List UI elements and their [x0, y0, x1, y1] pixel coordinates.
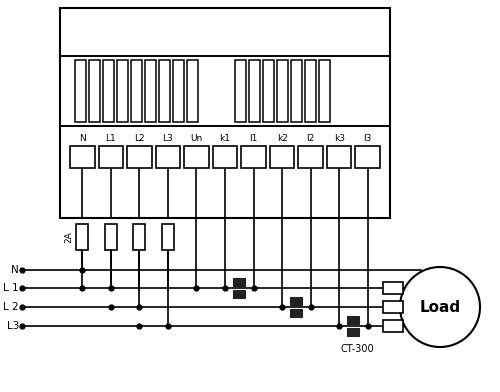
- Bar: [105, 224, 117, 250]
- Bar: [76, 224, 88, 250]
- Text: L1: L1: [106, 134, 116, 143]
- Bar: [173, 60, 184, 122]
- Bar: [212, 146, 238, 168]
- Bar: [298, 146, 323, 168]
- Bar: [134, 224, 145, 250]
- Bar: [145, 60, 156, 122]
- Text: L 1: L 1: [4, 283, 19, 293]
- Text: L3: L3: [6, 321, 19, 331]
- Text: N: N: [79, 134, 86, 143]
- Text: k3: k3: [334, 134, 344, 143]
- Text: CT-300: CT-300: [340, 344, 374, 354]
- Bar: [290, 297, 302, 305]
- Text: k1: k1: [220, 134, 230, 143]
- Text: L2: L2: [134, 134, 144, 143]
- Bar: [75, 60, 86, 122]
- Bar: [383, 301, 403, 313]
- Bar: [117, 60, 128, 122]
- Bar: [356, 146, 380, 168]
- Text: N: N: [11, 265, 19, 275]
- Bar: [383, 320, 403, 332]
- Bar: [277, 60, 288, 122]
- Bar: [98, 146, 123, 168]
- Text: L 2: L 2: [4, 302, 19, 312]
- Bar: [348, 328, 360, 336]
- Bar: [263, 60, 274, 122]
- Text: Un: Un: [190, 134, 202, 143]
- Text: I1: I1: [250, 134, 258, 143]
- Text: k2: k2: [276, 134, 287, 143]
- Bar: [242, 146, 266, 168]
- Text: I3: I3: [364, 134, 372, 143]
- Bar: [290, 309, 302, 317]
- Bar: [156, 146, 180, 168]
- Bar: [127, 146, 152, 168]
- Text: I2: I2: [306, 134, 315, 143]
- Bar: [383, 282, 403, 294]
- Bar: [249, 60, 260, 122]
- Bar: [291, 60, 302, 122]
- Text: Load: Load: [420, 299, 461, 314]
- Bar: [234, 278, 245, 286]
- Circle shape: [400, 267, 480, 347]
- Bar: [234, 290, 245, 298]
- Bar: [187, 60, 198, 122]
- Bar: [159, 60, 170, 122]
- Bar: [162, 224, 174, 250]
- Text: L3: L3: [162, 134, 173, 143]
- Bar: [270, 146, 294, 168]
- Bar: [305, 60, 316, 122]
- Bar: [235, 60, 246, 122]
- Bar: [348, 316, 360, 324]
- Bar: [319, 60, 330, 122]
- Bar: [70, 146, 94, 168]
- Bar: [327, 146, 351, 168]
- Bar: [103, 60, 114, 122]
- Bar: [184, 146, 208, 168]
- Text: 2A: 2A: [64, 231, 74, 243]
- Bar: [60, 8, 390, 218]
- Bar: [89, 60, 100, 122]
- Bar: [131, 60, 142, 122]
